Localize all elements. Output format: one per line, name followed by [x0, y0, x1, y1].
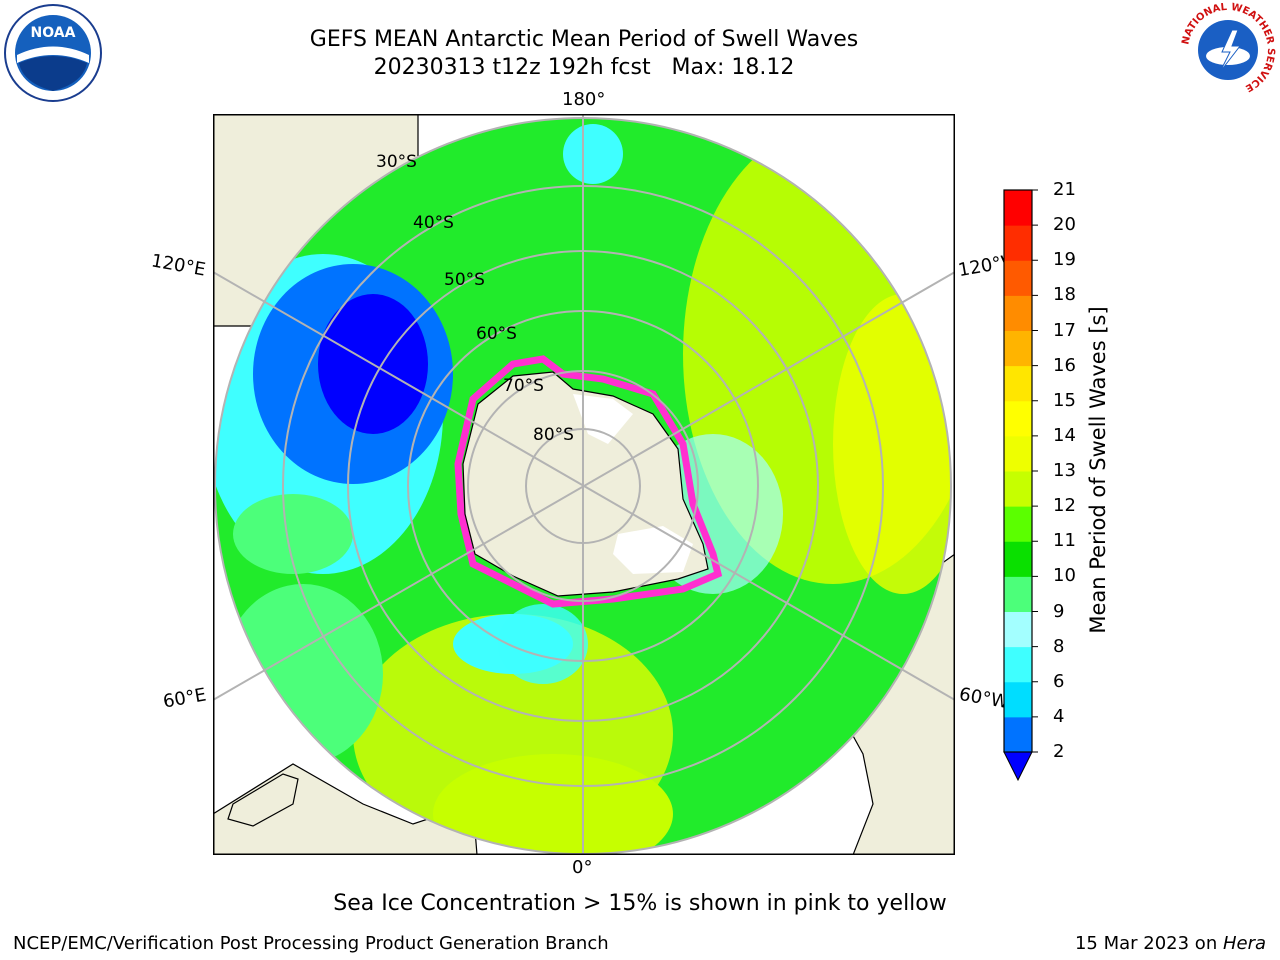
colorbar-tick-label: 4 — [1053, 705, 1065, 727]
colorbar-band — [1004, 611, 1032, 648]
footer-date-text: 15 Mar 2023 on — [1074, 933, 1223, 954]
colorbar-band — [1004, 576, 1032, 612]
lat-label-80s: 80°S — [533, 425, 574, 445]
lon-label-0: 0° — [572, 857, 593, 878]
colorbar-band — [1004, 295, 1032, 331]
colorbar-band — [1004, 400, 1032, 437]
colorbar-band — [1004, 541, 1032, 577]
colorbar-tick-label: 16 — [1053, 354, 1076, 376]
colorbar — [1003, 189, 1038, 782]
nws-logo: NATIONAL WEATHER SERVICE — [1180, 2, 1276, 96]
madagascar-land — [227, 773, 299, 827]
colorbar-tick-label: 17 — [1053, 319, 1076, 341]
colorbar-tick-label: 21 — [1053, 179, 1076, 200]
colorbar-tick-label: 14 — [1053, 424, 1076, 446]
colorbar-band — [1004, 506, 1032, 542]
sea-ice-edge — [454, 355, 723, 608]
chart-subtitle: 20230313 t12z 192h fcst Max: 18.12 — [373, 55, 795, 80]
chart-title: GEFS MEAN Antarctic Mean Period of Swell… — [309, 27, 859, 52]
colorbar-band — [1004, 681, 1032, 718]
lon-label-120e: 120°E — [149, 250, 208, 281]
lat-label-30s: 30°S — [376, 152, 417, 172]
colorbar-tick-label: 20 — [1053, 214, 1076, 236]
colorbar-band — [1004, 330, 1032, 367]
footer-host: Hera — [1222, 933, 1266, 954]
colorbar-extend-triangle — [1003, 751, 1033, 782]
colorbar-band — [1004, 190, 1032, 226]
sea-ice-note: Sea Ice Concentration > 15% is shown in … — [0, 891, 1280, 916]
colorbar-band — [1004, 435, 1032, 472]
colorbar-tick-label: 9 — [1053, 600, 1065, 622]
svg-text:NOAA: NOAA — [31, 25, 76, 41]
lat-label-50s: 50°S — [444, 270, 485, 290]
lon-label-180: 180° — [562, 89, 606, 110]
colorbar-tick-label: 12 — [1053, 495, 1076, 517]
lon-label-60e: 60°E — [161, 684, 208, 713]
footer-branch: NCEP/EMC/Verification Post Processing Pr… — [13, 933, 609, 954]
footer-date: 15 Mar 2023 on Hera — [1075, 933, 1266, 954]
sea-ice-note-text: Sea Ice Concentration > 15% is shown in … — [333, 891, 947, 916]
ross-ice-shelf — [573, 394, 633, 444]
colorbar-tick-label: 2 — [1053, 741, 1065, 762]
colorbar-band — [1004, 471, 1032, 507]
colorbar-tick-label: 8 — [1053, 635, 1065, 657]
noaa-logo: NOAA — [4, 4, 102, 102]
colorbar-title: Mean Period of Swell Waves [s] — [1086, 306, 1110, 634]
colorbar-band — [1004, 225, 1032, 261]
colorbar-tick-label: 13 — [1053, 460, 1076, 481]
colorbar-band — [1004, 365, 1032, 402]
colorbar-band — [1004, 716, 1032, 753]
lat-label-40s: 40°S — [413, 213, 454, 233]
colorbar-band — [1004, 646, 1032, 683]
colorbar-band — [1004, 260, 1032, 296]
lat-label-60s: 60°S — [476, 324, 517, 344]
polar-map — [213, 114, 955, 855]
colorbar-tick-label: 15 — [1053, 389, 1076, 411]
colorbar-tick-label: 10 — [1053, 565, 1076, 587]
colorbar-tick-label: 11 — [1053, 530, 1076, 552]
colorbar-tick-label: 19 — [1053, 249, 1076, 271]
lat-label-70s: 70°S — [503, 376, 544, 396]
graticule — [213, 114, 955, 855]
colorbar-tick-label: 6 — [1053, 670, 1065, 692]
colorbar-tick-label: 18 — [1053, 284, 1076, 306]
